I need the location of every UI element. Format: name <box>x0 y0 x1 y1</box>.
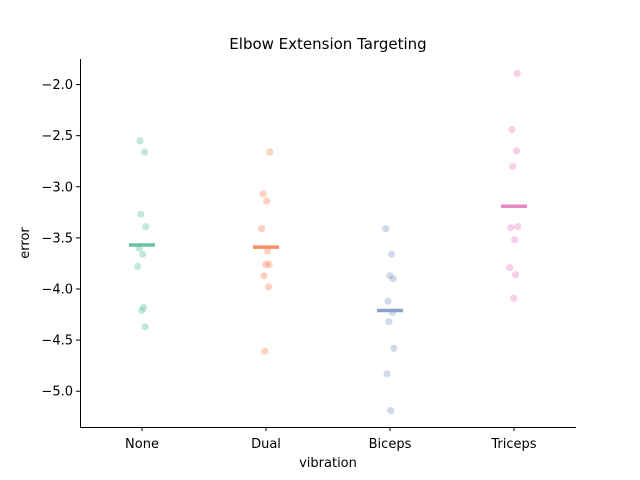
data-point <box>382 225 390 233</box>
y-tick-label: −3.5 <box>41 231 73 246</box>
x-tick-label: Triceps <box>490 437 536 452</box>
data-point <box>265 260 273 269</box>
data-point <box>266 148 274 156</box>
data-point <box>507 224 515 232</box>
data-point <box>510 294 518 302</box>
data-point <box>508 125 516 134</box>
data-point <box>385 318 393 326</box>
data-point <box>387 250 396 258</box>
y-tick-label: −2.0 <box>41 78 73 93</box>
plot-means <box>129 204 527 313</box>
data-point <box>142 223 150 231</box>
data-point <box>141 323 149 331</box>
data-point <box>263 247 272 255</box>
data-point <box>514 223 522 231</box>
chart-title: Elbow Extension Targeting <box>229 35 426 53</box>
data-point <box>259 190 267 198</box>
y-ticks: −5.0 −4.5 −4.0 −3.5 −3.0 −2.5 −2.0 <box>41 78 80 400</box>
data-point <box>389 275 397 283</box>
y-tick-label: −4.5 <box>41 334 73 349</box>
data-point <box>390 344 398 352</box>
data-point <box>258 225 266 233</box>
data-point <box>139 250 147 258</box>
data-point <box>386 272 394 280</box>
data-point <box>137 210 145 218</box>
x-tick-label: Dual <box>251 437 281 452</box>
data-point <box>261 347 269 355</box>
y-tick-label: −2.5 <box>41 129 73 144</box>
data-point <box>513 69 521 77</box>
data-point <box>384 297 392 305</box>
data-point <box>262 260 270 269</box>
data-point <box>506 263 514 272</box>
data-point <box>140 148 149 156</box>
data-point <box>264 283 273 291</box>
series-triceps <box>506 69 522 302</box>
series-biceps <box>382 225 398 415</box>
data-point <box>260 272 268 280</box>
data-point <box>136 137 144 145</box>
y-tick-label: −3.0 <box>41 180 73 195</box>
data-point <box>512 147 521 155</box>
data-point <box>511 236 519 244</box>
y-tick-label: −5.0 <box>41 385 73 400</box>
series-none <box>134 137 150 331</box>
y-axis-label: error <box>18 227 33 259</box>
data-point <box>383 370 391 378</box>
x-tick-label: Biceps <box>369 437 412 452</box>
series-dual <box>258 148 274 355</box>
x-axis-label: vibration <box>299 456 357 471</box>
data-point <box>387 407 395 415</box>
data-point <box>511 271 520 279</box>
data-point <box>263 197 271 205</box>
data-point <box>509 162 517 170</box>
y-tick-label: −4.0 <box>41 283 73 298</box>
data-point <box>134 262 142 271</box>
x-tick-label: None <box>125 437 159 452</box>
plot-points <box>134 69 522 415</box>
x-ticks: None Dual Biceps Triceps <box>125 427 537 452</box>
data-point <box>139 303 148 311</box>
data-point <box>138 306 146 315</box>
